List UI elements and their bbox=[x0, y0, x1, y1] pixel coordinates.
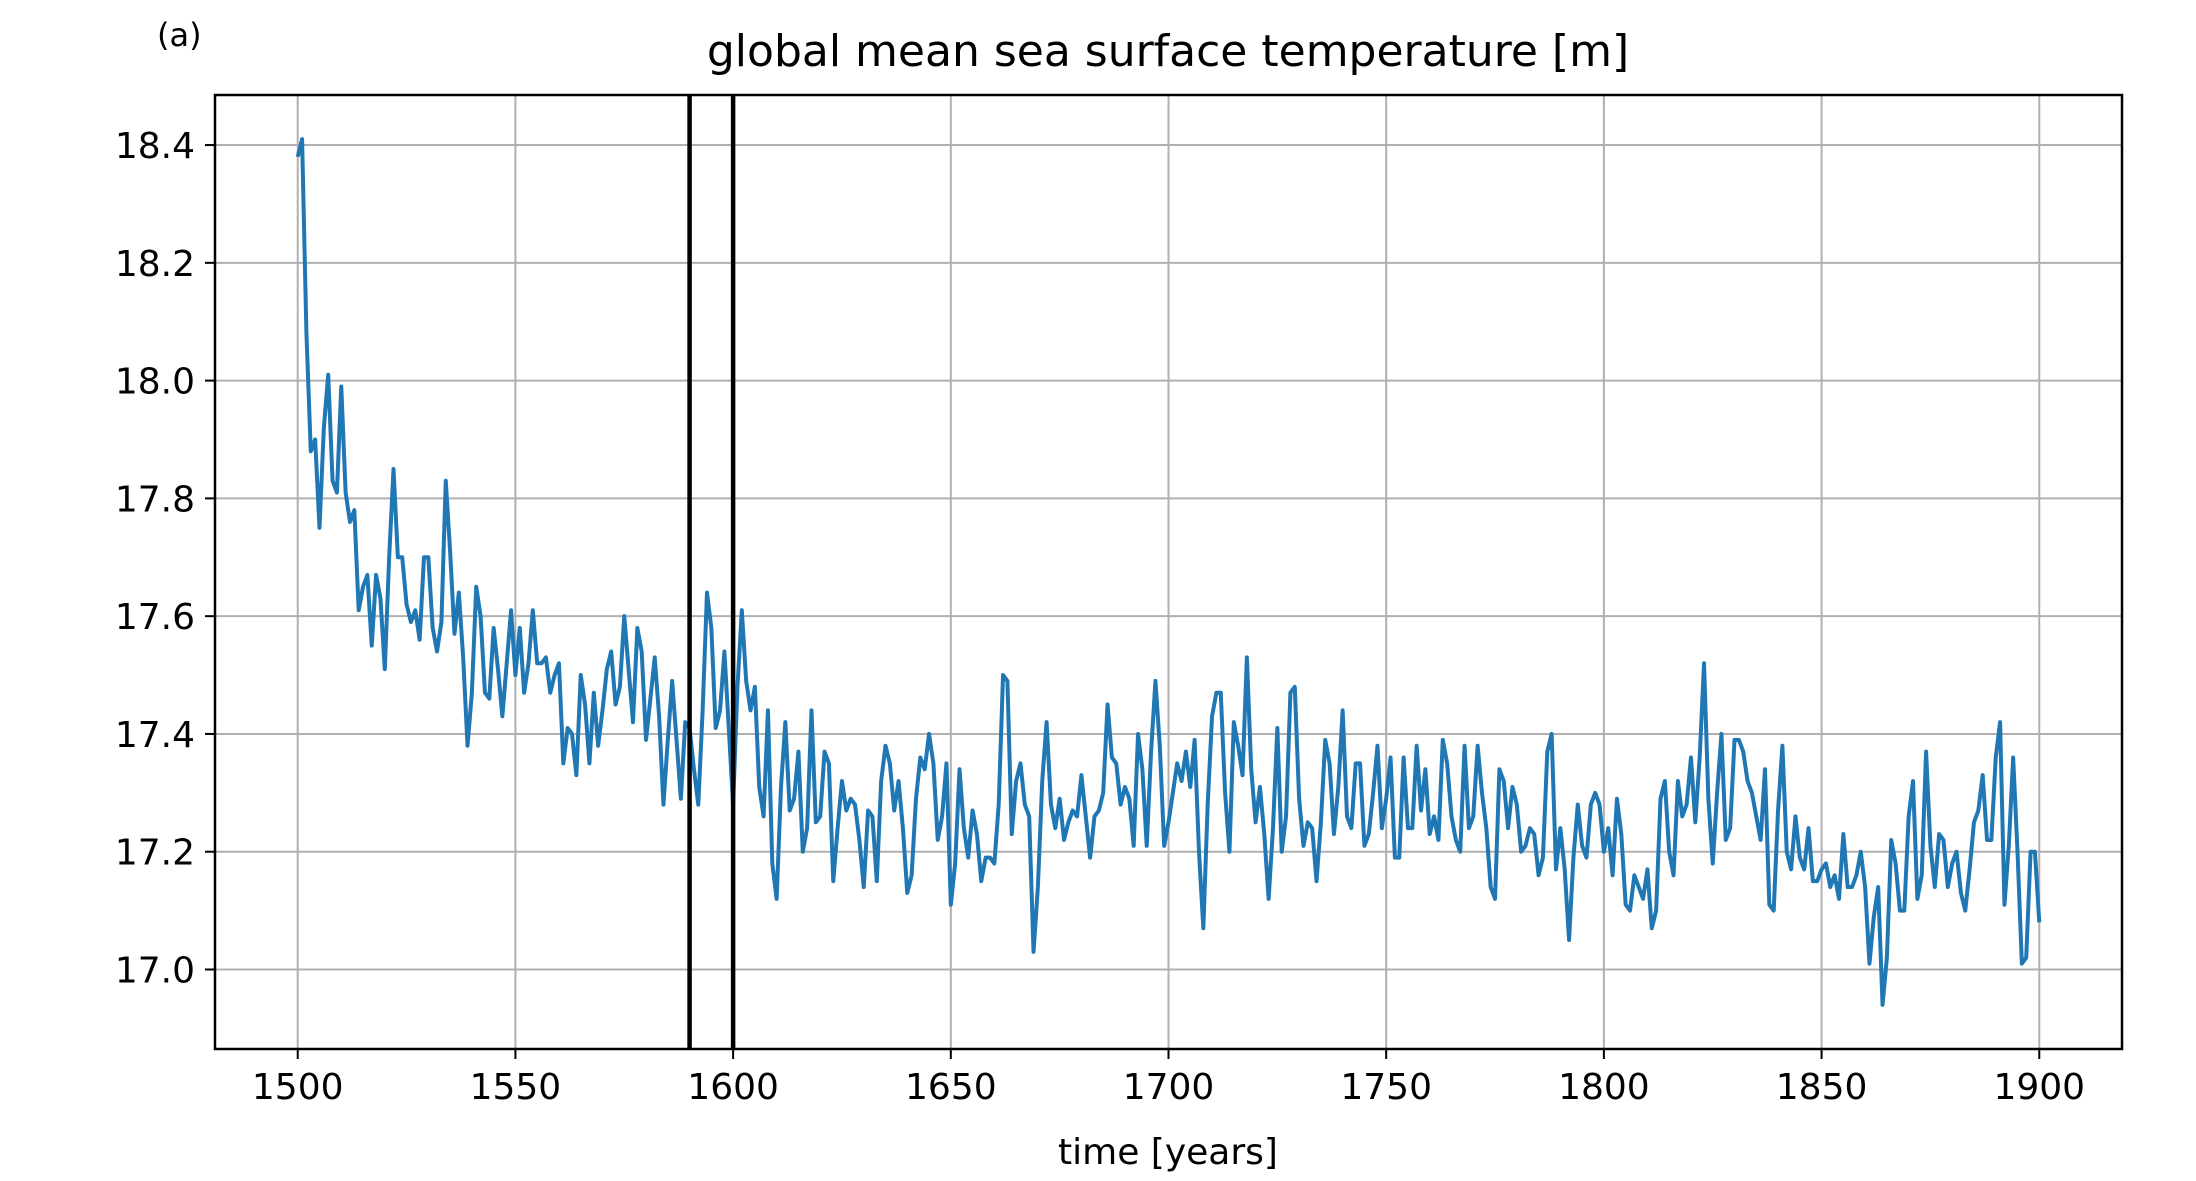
sst-series-line bbox=[295, 137, 2042, 1007]
x-tick-label: 1750 bbox=[1340, 1067, 1432, 1108]
x-tick-label: 1850 bbox=[1776, 1067, 1868, 1108]
x-tick-label: 1650 bbox=[905, 1067, 997, 1108]
grid-lines bbox=[215, 95, 2122, 1049]
y-tick-label: 17.8 bbox=[115, 479, 195, 520]
y-tick-label: 17.2 bbox=[115, 833, 195, 874]
y-axis: 17.0 17.2 17.4 17.6 17.8 18.0 18.2 18.4 bbox=[115, 126, 215, 992]
y-tick-label: 17.6 bbox=[115, 597, 195, 638]
x-tick-label: 1500 bbox=[252, 1067, 344, 1108]
panel-label: (a) bbox=[157, 16, 202, 54]
y-tick-label: 17.0 bbox=[115, 951, 195, 992]
series-layer bbox=[295, 137, 2042, 1007]
vertical-markers bbox=[687, 95, 736, 1049]
x-axis: 1500 1550 1600 1650 1700 1750 1800 1850 1900 bbox=[252, 1049, 2085, 1108]
chart-title: global mean sea surface temperature [m] bbox=[707, 26, 1629, 77]
y-tick-label: 18.4 bbox=[115, 126, 195, 167]
x-tick-label: 1600 bbox=[687, 1067, 779, 1108]
x-tick-label: 1900 bbox=[1993, 1067, 2085, 1108]
x-tick-label: 1550 bbox=[470, 1067, 562, 1108]
y-tick-label: 18.0 bbox=[115, 362, 195, 403]
y-tick-label: 18.2 bbox=[115, 244, 195, 285]
x-tick-label: 1800 bbox=[1558, 1067, 1650, 1108]
y-tick-label: 17.4 bbox=[115, 715, 195, 756]
plot-frame bbox=[213, 93, 2124, 1051]
x-axis-label: time [years] bbox=[1058, 1132, 1278, 1173]
x-tick-label: 1700 bbox=[1123, 1067, 1215, 1108]
